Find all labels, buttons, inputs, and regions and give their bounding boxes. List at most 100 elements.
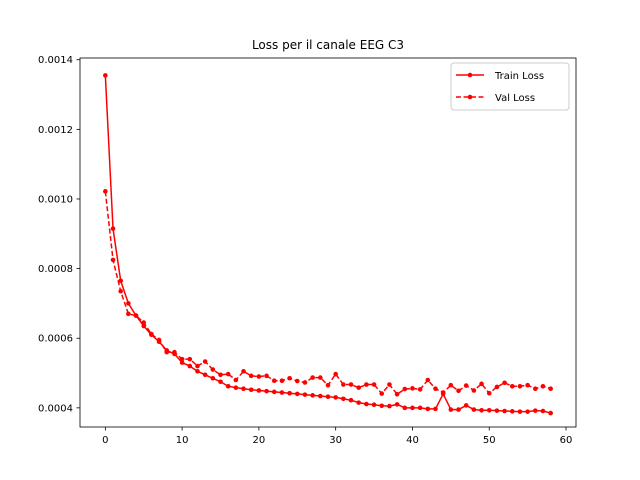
val-loss-point (256, 374, 262, 379)
val-loss-point (218, 372, 223, 378)
legend-val-marker (467, 94, 473, 100)
train-loss-point (287, 390, 292, 396)
train-loss-point (310, 393, 315, 398)
val-loss-point (402, 386, 408, 392)
y-tick-label: 0.0012 (38, 125, 73, 136)
train-loss-point (410, 405, 415, 411)
train-loss-point (264, 388, 269, 394)
val-loss-point (248, 373, 254, 379)
val-loss-point (333, 371, 338, 377)
val-loss-point (410, 386, 415, 391)
val-loss-point (233, 377, 239, 383)
val-loss-point (509, 383, 515, 389)
x-tick-label: 50 (483, 435, 496, 446)
x-axis-ticks: 0 10 20 30 40 50 60 (102, 427, 572, 446)
train-loss-point (233, 385, 239, 390)
val-loss-point (179, 356, 185, 362)
val-loss-point (210, 367, 216, 372)
val-loss-point (463, 383, 469, 388)
val-loss-point (387, 382, 392, 387)
val-loss-point (141, 320, 147, 325)
train-loss-point (341, 396, 346, 402)
val-loss-point (425, 377, 431, 383)
train-loss-point (325, 394, 331, 400)
train-loss-point (218, 379, 223, 385)
train-loss-point (356, 400, 362, 405)
val-loss-point (364, 382, 369, 387)
train-loss-point (110, 226, 116, 231)
train-loss-point (271, 389, 277, 395)
val-loss-point (379, 391, 385, 396)
val-loss-point (525, 382, 530, 388)
val-loss-point (294, 378, 300, 384)
train-loss-point (387, 403, 392, 409)
val-loss-point (310, 375, 315, 380)
legend-train-marker (467, 72, 473, 78)
train-loss-point (502, 408, 507, 414)
legend-val-label: Val Loss (495, 93, 535, 104)
val-loss-point (103, 189, 108, 194)
val-loss-point (241, 369, 246, 374)
val-loss-point (279, 378, 285, 384)
legend-train-label: Train Loss (494, 71, 544, 82)
val-loss-point (394, 391, 400, 397)
val-loss-point (172, 349, 177, 355)
y-tick-label: 0.0006 (38, 334, 73, 345)
val-loss-point (202, 359, 208, 364)
x-tick-label: 0 (102, 435, 108, 446)
y-tick-label: 0.0014 (38, 55, 73, 66)
train-loss-point (394, 402, 400, 407)
val-loss-point (133, 313, 139, 318)
train-loss-point (179, 360, 185, 365)
chart-title: Loss per il canale EEG C3 (252, 38, 404, 52)
train-loss-point (471, 407, 477, 412)
train-loss-point (210, 375, 216, 381)
val-loss-point (302, 380, 308, 385)
val-loss-point (341, 382, 346, 387)
train-loss-point (548, 410, 553, 416)
train-loss-point (241, 386, 246, 392)
train-loss-point (103, 73, 108, 78)
val-loss-point (287, 375, 292, 381)
train-loss-point (494, 408, 500, 413)
train-loss-point (486, 407, 492, 413)
train-loss-point (302, 392, 308, 397)
y-tick-label: 0.0008 (38, 264, 73, 275)
val-loss-point (118, 288, 123, 294)
val-loss-point (348, 382, 354, 387)
val-loss-point (110, 257, 116, 263)
train-loss-point (348, 397, 354, 403)
train-loss-point (509, 409, 515, 414)
val-loss-point (271, 378, 277, 384)
val-loss-point (502, 380, 507, 386)
train-loss-point (479, 407, 484, 413)
x-tick-label: 60 (560, 435, 573, 446)
train-loss-point (126, 301, 131, 306)
val-loss-point (494, 384, 500, 390)
train-loss-point (248, 387, 254, 393)
val-loss-point (471, 388, 477, 393)
val-loss-point (371, 382, 377, 387)
train-loss-point (371, 402, 377, 408)
val-loss-point (517, 383, 523, 389)
train-loss-point (118, 278, 123, 284)
train-loss-point (195, 369, 200, 374)
train-loss-point (517, 409, 523, 414)
val-loss-point (164, 349, 170, 355)
x-tick-label: 20 (253, 435, 266, 446)
train-loss-point (425, 406, 431, 412)
val-loss-point (440, 390, 446, 395)
train-loss-point (402, 405, 408, 411)
axes-frame (79, 57, 577, 428)
val-loss-point (456, 388, 461, 394)
train-loss-point (448, 407, 454, 412)
val-loss-point (548, 386, 553, 392)
train-loss-point (433, 406, 438, 412)
train-loss-point (294, 391, 300, 397)
train-loss-point (318, 393, 323, 399)
val-loss-point (417, 387, 423, 392)
y-axis-ticks: 0.0004 0.0006 0.0008 0.0010 0.0012 0.0014 (38, 55, 80, 414)
train-loss-point (540, 408, 546, 414)
x-tick-label: 10 (176, 435, 189, 446)
